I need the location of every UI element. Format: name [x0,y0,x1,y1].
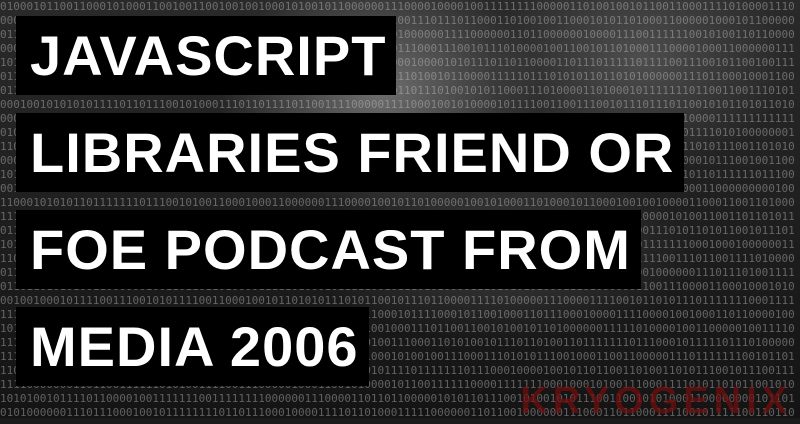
title-line-2: LIBRARIES FRIEND OR [16,113,685,192]
brand-watermark: KRYOGENIX [520,380,792,422]
title-line-4: MEDIA 2006 [16,307,369,386]
title-line-1: JAVASCRIPT [16,16,397,95]
title-line-3: FOE PODCAST FROM [16,210,641,289]
